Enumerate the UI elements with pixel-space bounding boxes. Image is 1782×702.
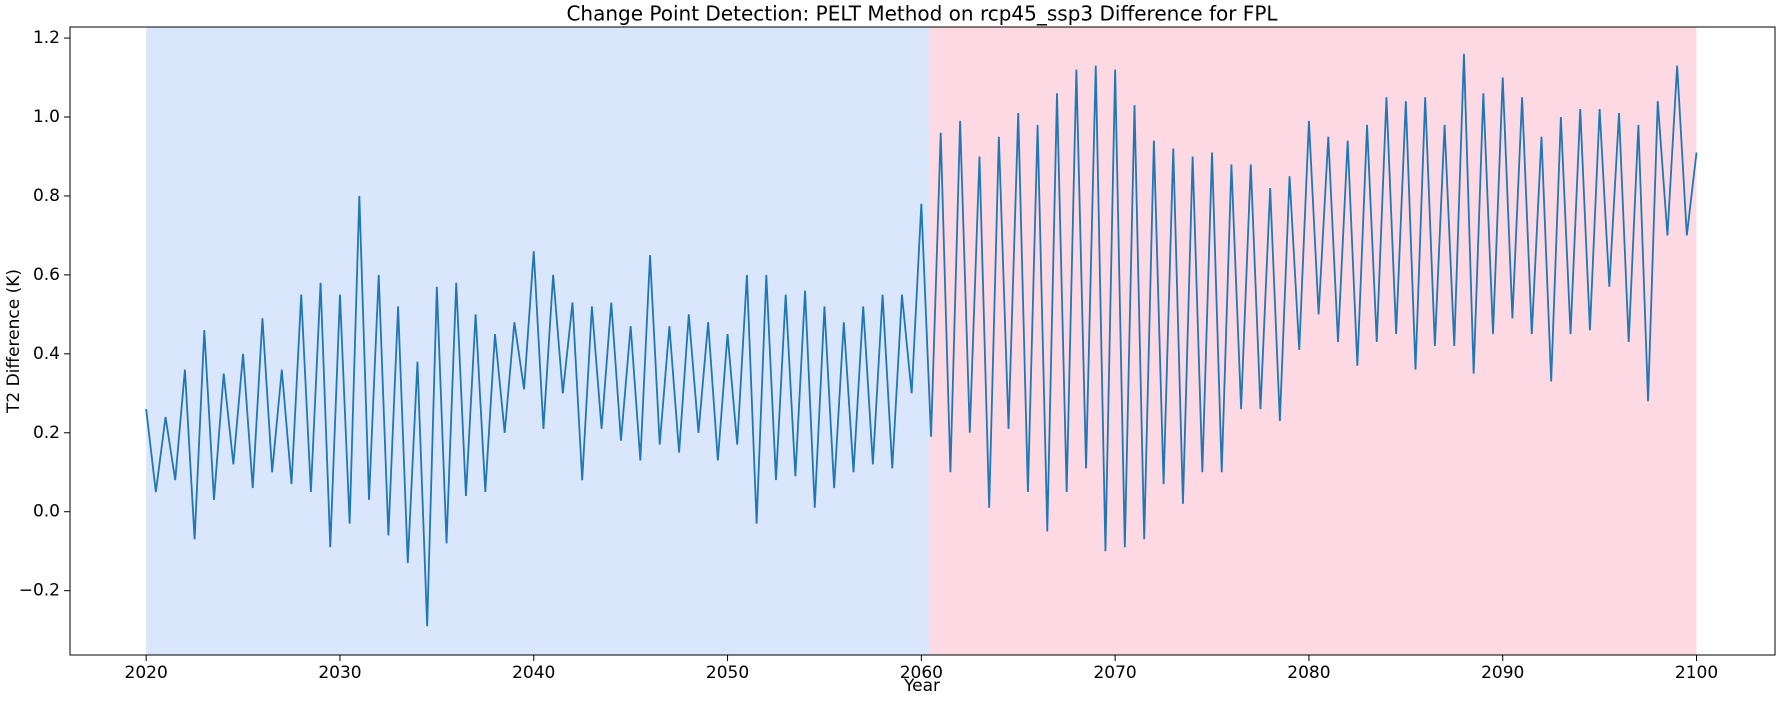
y-tick-label: −0.2 [19,581,60,601]
plot-frame [69,26,1776,656]
x-tick-label: 2040 [512,663,555,683]
x-tick-label: 2020 [125,663,168,683]
x-tick-label: 2030 [318,663,361,683]
x-tick-label: 2060 [900,663,943,683]
x-tick-label: 2080 [1287,663,1330,683]
y-tick-label: 1.2 [33,28,60,48]
data-line [145,53,1698,627]
y-tick-label: 1.0 [33,107,60,127]
x-tick-label: 2070 [1093,663,1136,683]
x-tick-label: 2050 [706,663,749,683]
y-tick-label: 0.4 [33,344,60,364]
chart-title: Change Point Detection: PELT Method on r… [566,2,1278,26]
change-point-region [146,27,930,655]
y-axis-label: T2 Difference (K) [4,269,24,414]
x-axis-label: Year [903,676,940,696]
x-tick-label: 2100 [1675,663,1718,683]
y-tick-label: 0.8 [33,186,60,206]
x-tick-label: 2090 [1481,663,1524,683]
y-tick-label: 0.6 [33,265,60,285]
y-tick-label: 0.2 [33,423,60,443]
y-tick-label: 0.0 [33,502,60,522]
